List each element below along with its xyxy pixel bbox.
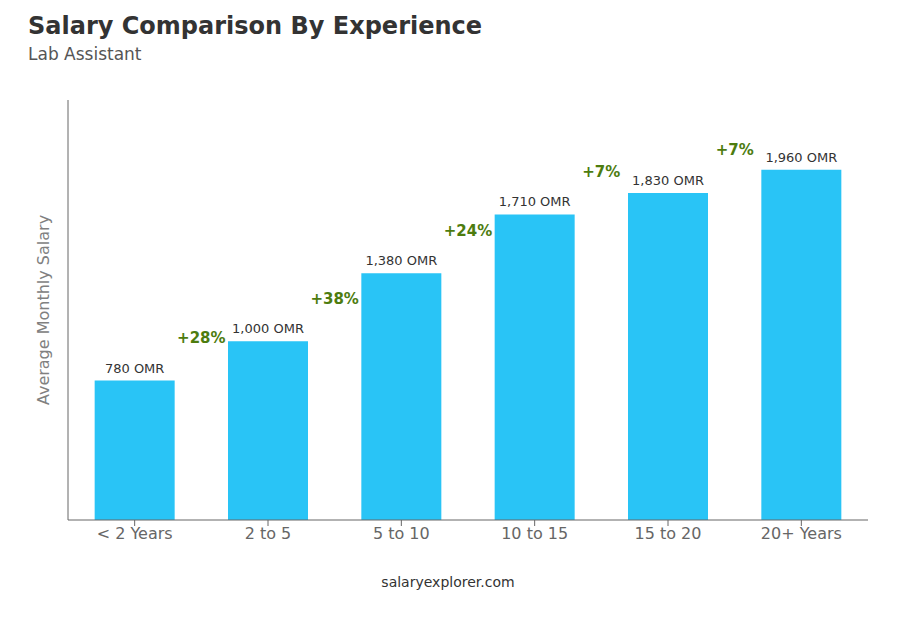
svg-text:780 OMR: 780 OMR — [105, 361, 164, 376]
svg-text:2 to 5: 2 to 5 — [245, 524, 292, 543]
svg-text:1,380 OMR: 1,380 OMR — [365, 253, 437, 268]
svg-text:1,830 OMR: 1,830 OMR — [632, 173, 704, 188]
svg-text:20+ Years: 20+ Years — [761, 524, 842, 543]
svg-text:< 2 Years: < 2 Years — [97, 524, 173, 543]
svg-text:+24%: +24% — [444, 222, 492, 240]
html-text:Lab Assistant: Lab Assistant — [28, 44, 142, 64]
svg-text:15 to 20: 15 to 20 — [635, 524, 702, 543]
svg-text:5 to 10: 5 to 10 — [373, 524, 430, 543]
svg-text:Average Monthly Salary: Average Monthly Salary — [34, 215, 53, 405]
svg-text:+7%: +7% — [582, 163, 620, 181]
html-text:Salary Comparison By Experienc: Salary Comparison By Experience — [28, 12, 483, 40]
svg-text:1,710 OMR: 1,710 OMR — [499, 194, 571, 209]
svg-text:+28%: +28% — [177, 329, 225, 347]
svg-text:1,960 OMR: 1,960 OMR — [765, 150, 837, 165]
html-text:salaryexplorer.com: salaryexplorer.com — [381, 574, 515, 590]
svg-text:+7%: +7% — [716, 141, 754, 159]
svg-text:+38%: +38% — [310, 290, 358, 308]
svg-text:10 to 15: 10 to 15 — [501, 524, 568, 543]
svg-text:1,000 OMR: 1,000 OMR — [232, 321, 304, 336]
